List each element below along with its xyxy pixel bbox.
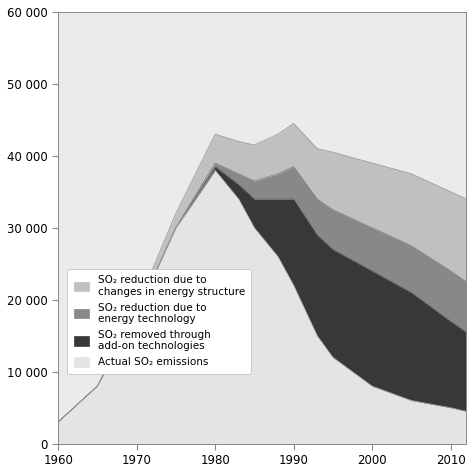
Legend: SO₂ reduction due to
changes in energy structure, SO₂ reduction due to
energy te: SO₂ reduction due to changes in energy s… [67, 269, 251, 374]
